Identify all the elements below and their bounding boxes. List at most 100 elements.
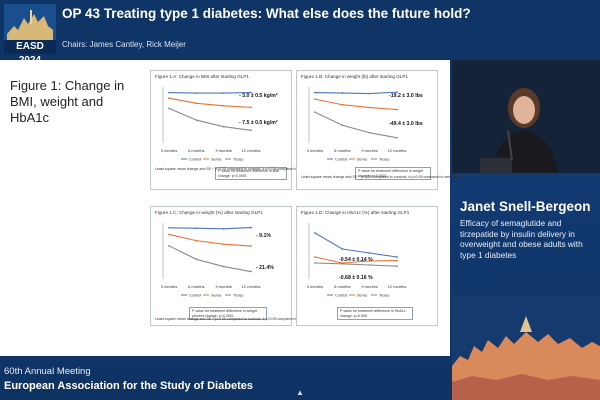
series-line-control [314, 232, 398, 258]
data-point [168, 244, 170, 247]
session-title: OP 43 Treating type 1 diabetes: What els… [62, 6, 471, 21]
logo-skyline-icon [4, 4, 56, 40]
chart-hba1c: 3 months 6 months 9 months 12 months Control… [307, 223, 407, 298]
data-point [250, 106, 252, 109]
x-tick-label: 6 months [188, 284, 204, 289]
data-point [314, 232, 316, 234]
chart-weight-lb: 3 months 6 months 9 months 12 months Control… [307, 87, 406, 162]
footnote: Least square mean change and SE * p<0.05… [155, 317, 318, 321]
series-line-tirzep [314, 111, 398, 139]
p-value-box: P value for treatment difference in BMI … [215, 167, 287, 180]
series-line-control [168, 227, 252, 230]
chart-bmi: 3 months 6 months 9 months 12 months Control… [161, 87, 261, 162]
data-point [195, 239, 198, 242]
data-point [168, 91, 170, 94]
legend-label: Tirzep [233, 294, 243, 298]
x-tick-label: 12 months [242, 148, 261, 153]
annotation-tirzep: -49.4 ± 3.0 lbs [389, 121, 423, 127]
data-point [222, 243, 225, 246]
x-tick-label: 9 months [215, 148, 231, 153]
x-tick-label: 9 months [361, 284, 377, 289]
speaker-name: Janet Snell-Bergeon [460, 199, 591, 214]
series-line-tirzep [168, 107, 252, 131]
association-label: European Association for the Study of Di… [4, 380, 253, 392]
data-point [314, 98, 316, 101]
chevron-up-icon[interactable]: ▲ [296, 388, 304, 397]
series-line-sema [168, 233, 252, 247]
annotation-sema: -0.54 ± 0.14 % [339, 257, 373, 263]
annotation-tirzep: -0.68 ± 0.16 % [339, 275, 373, 281]
data-point [396, 136, 398, 139]
chart-panel-bmi: Figure 1.A: Change in BMI after starting… [150, 70, 318, 190]
x-tick-label: 6 months [334, 284, 350, 289]
data-point [314, 111, 316, 114]
data-point [396, 265, 398, 268]
data-point [250, 226, 252, 229]
x-tick-label: 3 months [307, 284, 323, 289]
data-point [341, 103, 344, 106]
data-point [314, 262, 316, 264]
annotation-sema: -19.2 ± 3.0 lbs [389, 93, 423, 99]
x-tick-label: 3 months [307, 148, 323, 153]
data-point [195, 92, 198, 95]
x-tick-label: 12 months [388, 284, 407, 289]
panel-title: Figure 1.D: Change in HbA1c (%) after st… [301, 210, 410, 215]
data-point [222, 265, 225, 268]
legend-label: Sema [211, 294, 222, 298]
easd-logo: EASD 2024 [4, 4, 56, 66]
data-point [195, 227, 198, 230]
slide-title: Figure 1: Change in BMI, weight and HbA1… [10, 78, 125, 125]
footnote: Least square mean change and SE * p<0.05… [155, 167, 318, 171]
legend-label: Control [189, 294, 201, 298]
legend-label: Sema [357, 294, 368, 298]
legend-label: Control [189, 158, 201, 162]
legend-label: Control [335, 294, 347, 298]
session-chairs: Chairs: James Cantley, Rick Meijer [62, 40, 186, 49]
data-point [314, 91, 316, 94]
presentation-slide: Figure 1: Change in BMI, weight and HbA1… [0, 60, 464, 356]
series-line-tirzep [168, 245, 252, 273]
data-point [396, 108, 398, 111]
series-line-sema [168, 97, 252, 108]
data-point [222, 104, 225, 107]
panel-title: Figure 1.C: Change in weight (%) after s… [155, 210, 263, 215]
legend-label: Tirzep [233, 158, 243, 162]
p-value-box: P value for treatment difference in HbA1… [337, 307, 413, 320]
x-tick-label: 6 months [188, 148, 204, 153]
data-point [195, 258, 198, 261]
chart-panel-weight-lb: Figure 1.B: Change in weight (lb) after … [296, 70, 464, 190]
data-point [195, 102, 198, 105]
annotation-sema: - 3.0 ± 0.5 kg/m² [239, 93, 278, 99]
panel-title: Figure 1.B: Change in weight (lb) after … [301, 74, 408, 79]
annotation-tirzep: - 21.4% [256, 265, 274, 271]
x-tick-label: 6 months [334, 148, 350, 153]
data-point [396, 259, 398, 262]
data-point [368, 264, 371, 266]
x-tick-label: 3 months [161, 148, 177, 153]
chart-panel-weight-pct: Figure 1.C: Change in weight (%) after s… [150, 206, 318, 326]
panel-title: Figure 1.A: Change in BMI after starting… [155, 74, 249, 79]
x-tick-label: 9 months [215, 284, 231, 289]
series-line-sema [314, 256, 398, 264]
talk-title: Efficacy of semaglutide and tirzepatide … [460, 218, 583, 260]
data-point [314, 256, 316, 258]
footnote: Least square mean change and SE * p<0.05… [301, 175, 464, 179]
legend-label: Control [335, 158, 347, 162]
data-point [341, 92, 344, 94]
chart-weight-pct: 3 months 6 months 9 months 12 months Control… [161, 223, 260, 298]
data-point [368, 131, 371, 134]
data-point [368, 260, 371, 262]
data-point [250, 245, 252, 247]
skyline-icon [4, 4, 56, 40]
p-value-box: P value for treatment difference in weig… [189, 307, 267, 320]
data-point [168, 107, 170, 110]
chart-panel-hba1c: Figure 1.D: Change in HbA1c (%) after st… [296, 206, 438, 326]
data-point [396, 256, 398, 258]
data-point [168, 97, 170, 100]
legend-label: Sema [211, 158, 222, 162]
speaker-portrait-icon [452, 60, 600, 173]
x-tick-label: 9 months [361, 148, 377, 153]
paris-skyline-icon [452, 296, 600, 400]
series-line-control [314, 91, 398, 95]
data-point [396, 91, 398, 94]
